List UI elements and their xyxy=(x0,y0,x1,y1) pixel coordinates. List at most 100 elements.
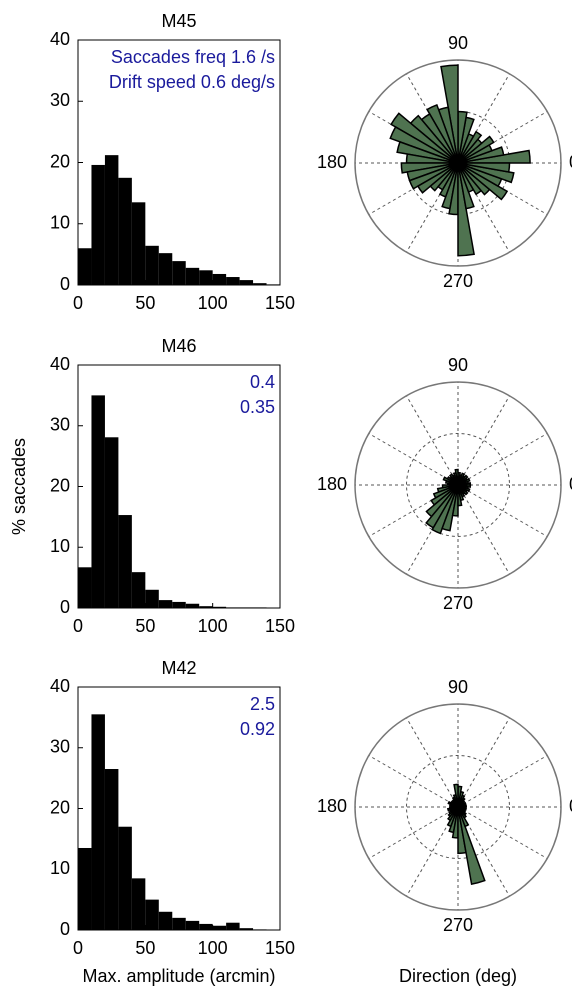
theta-tick-label: 180 xyxy=(317,474,347,494)
spoke-gridline xyxy=(457,395,510,486)
spoke-gridline xyxy=(406,395,459,486)
theta-tick-label: 90 xyxy=(448,355,468,375)
y-tick-label: 20 xyxy=(50,475,70,495)
panel-title: M45 xyxy=(161,11,196,31)
bar xyxy=(199,606,213,608)
rose-wedge xyxy=(429,162,459,192)
annotation: Drift speed 0.6 deg/s xyxy=(109,72,275,92)
bar xyxy=(185,267,200,285)
annotation: 2.5 xyxy=(250,694,275,714)
x-tick-label: 0 xyxy=(73,616,83,636)
bar xyxy=(78,248,92,285)
y-tick-label: 10 xyxy=(50,858,70,878)
rose-wedge xyxy=(431,484,459,535)
theta-tick-label: 270 xyxy=(443,271,473,291)
bar xyxy=(131,202,146,285)
y-tick-label: 10 xyxy=(50,536,70,556)
x-axis-label: Direction (deg) xyxy=(399,966,517,986)
bar xyxy=(158,911,173,930)
x-tick-label: 150 xyxy=(265,293,295,313)
rose-wedge xyxy=(457,130,483,164)
bar xyxy=(212,273,227,285)
y-tick-label: 20 xyxy=(50,151,70,171)
bar xyxy=(91,164,105,285)
spoke-gridline xyxy=(406,73,459,164)
panel-title: M46 xyxy=(161,336,196,356)
bar xyxy=(158,600,173,608)
bar xyxy=(78,847,92,930)
bar xyxy=(212,925,227,930)
x-tick-label: 100 xyxy=(198,616,228,636)
bar xyxy=(172,601,186,608)
y-tick-label: 40 xyxy=(50,676,70,696)
x-tick-label: 50 xyxy=(135,616,155,636)
bar xyxy=(104,769,119,930)
spoke-gridline xyxy=(368,162,459,215)
rose-wedge xyxy=(457,162,509,201)
rose-wedge xyxy=(441,484,459,532)
bar xyxy=(239,280,254,285)
spoke-gridline xyxy=(457,162,510,253)
radial-gridline xyxy=(354,381,562,589)
rose-wedge xyxy=(457,162,511,173)
rose-wedge xyxy=(389,125,459,164)
spoke-gridline xyxy=(368,484,459,537)
bar xyxy=(91,714,105,930)
spoke-gridline xyxy=(406,162,459,253)
bar xyxy=(104,155,119,285)
x-tick-label: 100 xyxy=(198,938,228,958)
bar xyxy=(145,245,159,285)
bar xyxy=(199,923,213,930)
spoke-gridline xyxy=(457,73,510,164)
rose-wedge xyxy=(451,484,459,517)
bar xyxy=(253,283,267,285)
spoke-gridline xyxy=(457,111,548,164)
bar xyxy=(239,928,254,930)
bar xyxy=(226,277,240,285)
bar xyxy=(131,572,146,608)
y-tick-label: 20 xyxy=(50,797,70,817)
y-tick-label: 40 xyxy=(50,29,70,49)
rose-wedge xyxy=(457,806,466,810)
x-axis-label: Max. amplitude (arcmin) xyxy=(82,966,275,986)
theta-tick-label: 0 xyxy=(569,152,572,172)
radial-gridline xyxy=(354,59,562,267)
rose-wedge xyxy=(457,484,472,489)
spoke-gridline xyxy=(457,484,510,575)
theta-tick-label: 90 xyxy=(448,33,468,53)
spoke-gridline xyxy=(406,717,459,808)
bar xyxy=(185,920,200,930)
bar xyxy=(145,899,159,930)
rose-wedge xyxy=(457,162,515,184)
theta-tick-label: 180 xyxy=(317,796,347,816)
spoke-gridline xyxy=(368,806,459,859)
annotation: 0.4 xyxy=(250,372,275,392)
radial-gridline xyxy=(406,755,510,859)
spoke-gridline xyxy=(457,717,510,808)
bar xyxy=(172,917,186,930)
spoke-gridline xyxy=(368,755,459,808)
x-tick-label: 50 xyxy=(135,938,155,958)
x-tick-label: 150 xyxy=(265,938,295,958)
radial-gridline xyxy=(354,703,562,911)
x-tick-label: 100 xyxy=(198,293,228,313)
y-tick-label: 30 xyxy=(50,415,70,435)
bar xyxy=(158,253,173,285)
x-tick-label: 0 xyxy=(73,938,83,958)
bar xyxy=(145,589,159,608)
annotation: 0.92 xyxy=(240,719,275,739)
annotation: 0.35 xyxy=(240,397,275,417)
spoke-gridline xyxy=(406,484,459,575)
bar xyxy=(212,606,227,608)
bar xyxy=(226,922,240,930)
y-tick-label: 10 xyxy=(50,213,70,233)
y-tick-label: 0 xyxy=(60,597,70,617)
x-tick-label: 50 xyxy=(135,293,155,313)
y-tick-label: 30 xyxy=(50,737,70,757)
panel-title: M42 xyxy=(161,658,196,678)
bar xyxy=(172,261,186,285)
theta-tick-label: 270 xyxy=(443,915,473,935)
spoke-gridline xyxy=(457,484,548,537)
x-tick-label: 0 xyxy=(73,293,83,313)
spoke-gridline xyxy=(368,111,459,164)
